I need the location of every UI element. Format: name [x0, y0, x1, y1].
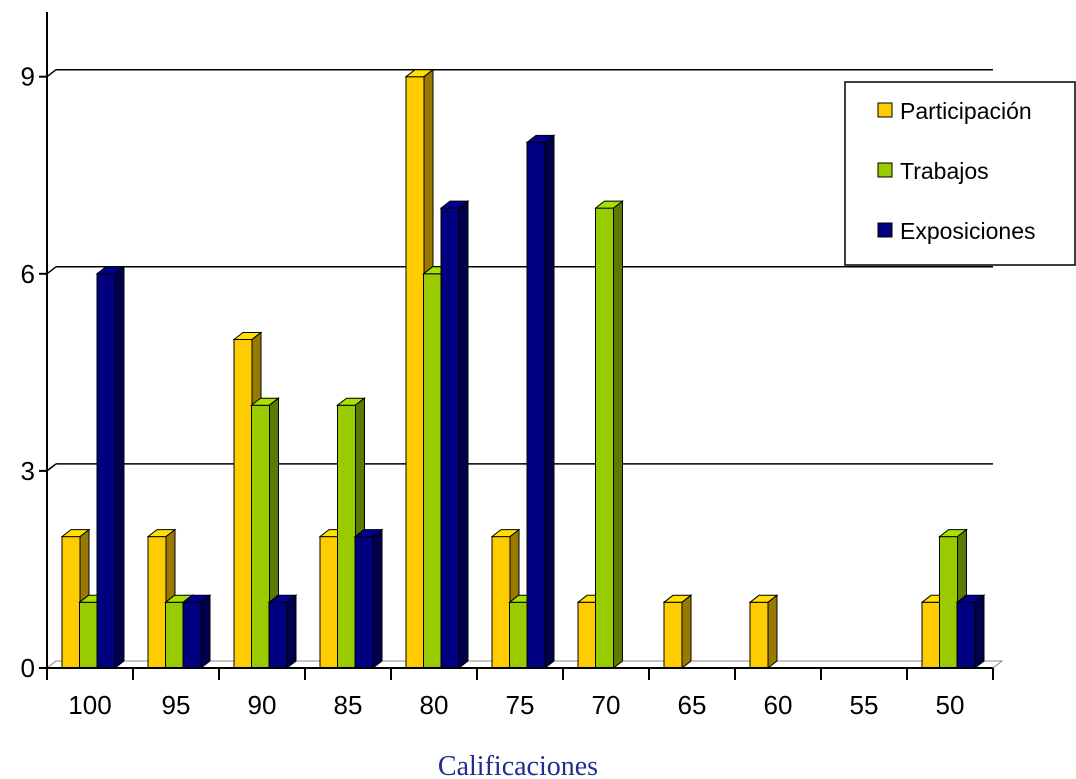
x-tick-label: 80: [420, 690, 449, 720]
legend-item: Participación: [878, 98, 1032, 124]
legend-swatch: [878, 163, 892, 177]
x-tick-label: 100: [68, 690, 111, 720]
bar-exposiciones-75: [527, 135, 554, 668]
bar-exposiciones-100: [97, 267, 124, 668]
bar-exposiciones-50: [957, 595, 984, 668]
bar-trabajos-70: [596, 201, 623, 668]
legend-label: Trabajos: [900, 158, 989, 184]
y-tick-label: 3: [21, 456, 35, 486]
legend: Participación Trabajos Exposiciones: [845, 82, 1075, 265]
gridline-depth: [47, 464, 56, 471]
bar-exposiciones-80: [441, 201, 468, 668]
y-tick-label: 0: [21, 653, 35, 683]
x-tick-label: 55: [850, 690, 879, 720]
x-tick-label: 70: [592, 690, 621, 720]
x-tick-label: 65: [678, 690, 707, 720]
y-tick-label: 6: [21, 259, 35, 289]
x-tick-label: 95: [162, 690, 191, 720]
x-tick-label: 60: [764, 690, 793, 720]
gridline-depth: [47, 70, 56, 77]
legend-swatch: [878, 103, 892, 117]
bar-exposiciones-85: [355, 530, 382, 668]
bar-participación-60: [750, 595, 777, 668]
legend-label: Participación: [900, 98, 1032, 124]
x-tick-label: 50: [936, 690, 965, 720]
x-tick-label: 90: [248, 690, 277, 720]
x-tick-label: 85: [334, 690, 363, 720]
x-axis-label: Calificaciones: [438, 751, 598, 779]
y-tick-label: 9: [21, 62, 35, 92]
legend-swatch: [878, 223, 892, 237]
bar-participación-65: [664, 595, 691, 668]
gridline-depth: [47, 267, 56, 274]
bar-exposiciones-95: [183, 595, 210, 668]
legend-label: Exposiciones: [900, 218, 1036, 244]
bar-exposiciones-90: [269, 595, 296, 668]
legend-item: Exposiciones: [878, 218, 1036, 244]
x-tick-label: 75: [506, 690, 535, 720]
